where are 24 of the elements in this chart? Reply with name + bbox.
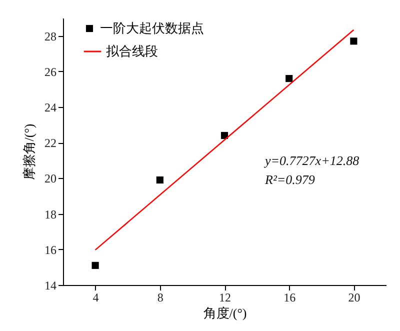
x-tick-label: 12 — [219, 290, 231, 304]
x-tick-label: 8 — [157, 290, 164, 304]
x-tick-label: 16 — [284, 290, 296, 304]
y-tick-label: 18 — [44, 207, 56, 222]
x-axis-title: 角度/(°) — [203, 306, 247, 320]
point — [156, 176, 164, 184]
point — [92, 262, 99, 269]
y-tick-label: 20 — [44, 172, 56, 186]
point — [286, 74, 293, 82]
y-axis-title: 摩擦角/(°) — [22, 124, 36, 180]
annotation: R²=0.979 — [264, 172, 316, 187]
y-tick-label: 22 — [44, 136, 56, 150]
annotation: y=0.7727x+12.88 — [263, 153, 360, 168]
x-tick-label: 4 — [92, 290, 99, 304]
y-tick-label: 24 — [44, 100, 56, 114]
legend-label: 拟合线段 — [106, 44, 158, 58]
y-tick-label: 28 — [44, 29, 56, 44]
legend-label: 一阶大起伏数据点 — [100, 20, 204, 36]
x-tick-label: 20 — [348, 290, 360, 304]
point — [220, 132, 228, 140]
y-tick-label: 26 — [44, 64, 56, 79]
y-tick-label: 14 — [44, 278, 56, 292]
y-tick-label: 16 — [44, 242, 56, 257]
point — [350, 38, 358, 45]
